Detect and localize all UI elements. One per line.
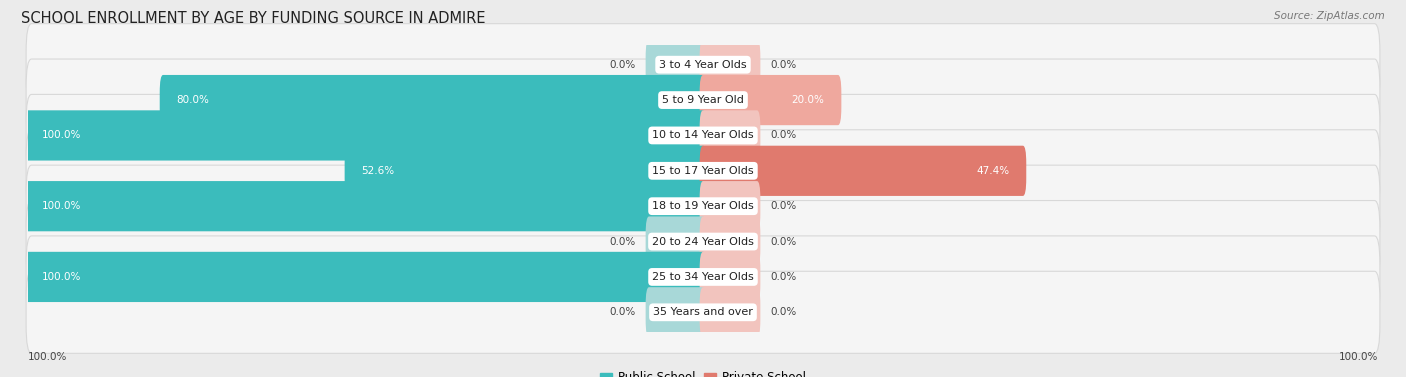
FancyBboxPatch shape [27,24,1379,106]
FancyBboxPatch shape [27,59,1379,141]
FancyBboxPatch shape [700,252,761,302]
Text: 100.0%: 100.0% [1339,352,1378,362]
FancyBboxPatch shape [344,146,706,196]
Text: 0.0%: 0.0% [770,201,797,211]
FancyBboxPatch shape [700,146,1026,196]
FancyBboxPatch shape [700,216,761,267]
FancyBboxPatch shape [700,287,761,337]
FancyBboxPatch shape [25,252,706,302]
Text: 15 to 17 Year Olds: 15 to 17 Year Olds [652,166,754,176]
Text: 100.0%: 100.0% [42,130,82,141]
Text: 100.0%: 100.0% [42,201,82,211]
FancyBboxPatch shape [25,181,706,231]
Text: 3 to 4 Year Olds: 3 to 4 Year Olds [659,60,747,70]
FancyBboxPatch shape [160,75,706,125]
Text: SCHOOL ENROLLMENT BY AGE BY FUNDING SOURCE IN ADMIRE: SCHOOL ENROLLMENT BY AGE BY FUNDING SOUR… [21,11,485,26]
Text: 35 Years and over: 35 Years and over [652,307,754,317]
FancyBboxPatch shape [27,94,1379,176]
Text: 18 to 19 Year Olds: 18 to 19 Year Olds [652,201,754,211]
Text: 0.0%: 0.0% [770,272,797,282]
FancyBboxPatch shape [25,110,706,161]
FancyBboxPatch shape [645,216,706,267]
Text: 20.0%: 20.0% [792,95,824,105]
Legend: Public School, Private School: Public School, Private School [595,366,811,377]
Text: 100.0%: 100.0% [42,272,82,282]
Text: 0.0%: 0.0% [609,307,636,317]
Text: 0.0%: 0.0% [770,130,797,141]
Text: 0.0%: 0.0% [770,236,797,247]
FancyBboxPatch shape [645,287,706,337]
Text: 20 to 24 Year Olds: 20 to 24 Year Olds [652,236,754,247]
FancyBboxPatch shape [645,40,706,90]
Text: 0.0%: 0.0% [770,307,797,317]
Text: 100.0%: 100.0% [28,352,67,362]
FancyBboxPatch shape [700,40,761,90]
Text: 0.0%: 0.0% [609,236,636,247]
Text: 0.0%: 0.0% [609,60,636,70]
Text: 25 to 34 Year Olds: 25 to 34 Year Olds [652,272,754,282]
FancyBboxPatch shape [27,271,1379,353]
FancyBboxPatch shape [700,75,841,125]
Text: 47.4%: 47.4% [976,166,1010,176]
Text: 10 to 14 Year Olds: 10 to 14 Year Olds [652,130,754,141]
FancyBboxPatch shape [700,110,761,161]
Text: 0.0%: 0.0% [770,60,797,70]
Text: 80.0%: 80.0% [177,95,209,105]
FancyBboxPatch shape [27,201,1379,283]
Text: 52.6%: 52.6% [361,166,395,176]
FancyBboxPatch shape [27,130,1379,212]
FancyBboxPatch shape [27,165,1379,247]
FancyBboxPatch shape [700,181,761,231]
Text: Source: ZipAtlas.com: Source: ZipAtlas.com [1274,11,1385,21]
Text: 5 to 9 Year Old: 5 to 9 Year Old [662,95,744,105]
FancyBboxPatch shape [27,236,1379,318]
